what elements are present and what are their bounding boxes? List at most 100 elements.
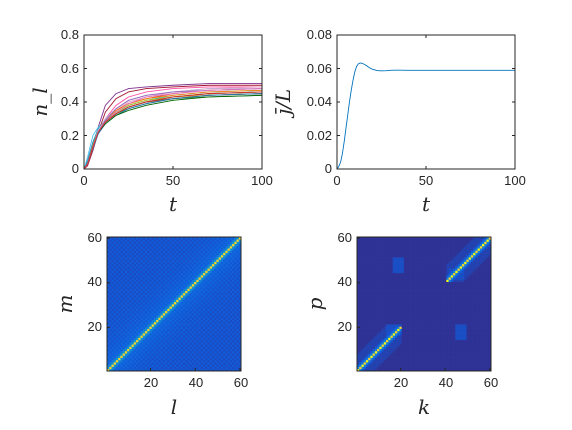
heatmap-cell (236, 283, 240, 287)
heatmap-cell (403, 333, 407, 336)
heatmap-cell (160, 357, 164, 361)
heatmap-cell (142, 301, 146, 305)
heatmap-cell (229, 308, 233, 312)
heatmap-cell (370, 330, 373, 334)
heatmap-cell (234, 359, 237, 363)
heatmap-cell (444, 353, 447, 356)
heatmap-cell (120, 277, 123, 280)
heatmap-cell (386, 350, 389, 354)
heatmap-cell (167, 245, 170, 249)
heatmap-cell (156, 304, 159, 307)
heatmap-cell (207, 239, 211, 242)
heatmap-cell (111, 286, 115, 289)
heatmap-cell (189, 252, 193, 256)
heatmap-cell (234, 277, 237, 280)
heatmap-cell (176, 337, 179, 341)
heatmap-cell (229, 292, 233, 296)
heatmap-cell (151, 304, 155, 307)
heatmap-cell (149, 339, 153, 343)
heatmap-cell (138, 330, 141, 334)
heatmap-cell (142, 346, 146, 350)
heatmap-cell (200, 353, 204, 356)
heatmap-cell (227, 324, 231, 327)
heatmap-cell (169, 259, 173, 262)
heatmap-cell (209, 321, 213, 325)
heatmap-cell (238, 281, 242, 285)
heatmap-cell (131, 259, 135, 262)
heatmap-cell (115, 245, 119, 249)
heatmap-cell (131, 288, 135, 291)
heatmap-cell (118, 330, 121, 334)
heatmap-cell (120, 350, 123, 354)
heatmap-cell (153, 346, 157, 350)
heatmap-cell (388, 344, 391, 347)
heatmap-cell (450, 348, 454, 352)
heatmap-cell (118, 353, 121, 356)
heatmap-cell (185, 306, 188, 309)
heatmap-cell (223, 239, 226, 242)
heatmap-cell (207, 274, 211, 278)
heatmap-cell (209, 270, 213, 274)
heatmap-cell (211, 261, 215, 265)
heatmap-cell (229, 252, 233, 256)
heatmap-cell (113, 333, 117, 336)
heatmap-cell (107, 259, 110, 262)
heatmap-cell (459, 353, 463, 356)
heatmap-cell (187, 254, 190, 258)
heatmap-cell (220, 364, 224, 367)
heatmap-cell (220, 274, 224, 278)
heatmap-cell (424, 368, 427, 372)
heatmap-cell (394, 348, 398, 352)
heatmap-cell (136, 257, 139, 260)
heatmap-cell (174, 272, 177, 276)
heatmap-cell (133, 348, 137, 352)
heatmap-cell (162, 245, 166, 249)
heatmap-cell (209, 292, 213, 296)
heatmap-cell (466, 368, 470, 372)
heatmap-cell (174, 321, 177, 325)
heatmap-cell (198, 326, 202, 329)
heatmap-cell (432, 357, 436, 361)
heatmap-cell (421, 355, 425, 358)
heatmap-cell (176, 364, 179, 367)
heatmap-cell (182, 350, 186, 354)
heatmap-cell (459, 348, 463, 352)
heatmap-cell (473, 333, 476, 336)
heatmap-cell (477, 350, 481, 354)
heatmap-cell (158, 288, 161, 291)
heatmap-cell (191, 335, 195, 338)
heatmap-cell (138, 270, 141, 274)
heatmap-cell (189, 306, 193, 309)
heatmap-cell (187, 312, 190, 316)
heatmap-cell (234, 281, 237, 285)
heatmap-cell (464, 328, 467, 332)
heatmap-cell (392, 364, 396, 367)
heatmap-cell (180, 281, 184, 285)
heatmap-cell (136, 359, 139, 363)
heatmap-cell (182, 333, 186, 336)
heatmap-cell (180, 295, 184, 298)
heatmap-cell (470, 350, 474, 354)
heatmap-cell (160, 252, 164, 256)
heatmap-cell (171, 288, 175, 291)
heatmap-cell (122, 335, 126, 338)
heatmap-cell (209, 237, 213, 240)
heatmap-cell (403, 337, 407, 341)
heatmap-cell (151, 254, 155, 258)
heatmap-cell (160, 355, 164, 358)
heatmap-cell (410, 350, 414, 354)
heatmap-cell (127, 239, 130, 242)
heatmap-cell (455, 364, 458, 367)
heatmap-cell (194, 237, 197, 240)
heatmap-cell (392, 324, 396, 327)
heatmap-cell (144, 310, 148, 314)
heatmap-cell (176, 299, 179, 303)
heatmap-cell (194, 310, 197, 314)
heatmap-cell (140, 366, 144, 370)
heatmap-cell (459, 341, 463, 345)
heatmap-cell (203, 344, 206, 347)
heatmap-cell (401, 341, 405, 345)
heatmap-cell (236, 306, 240, 309)
heatmap-cell (147, 286, 150, 289)
